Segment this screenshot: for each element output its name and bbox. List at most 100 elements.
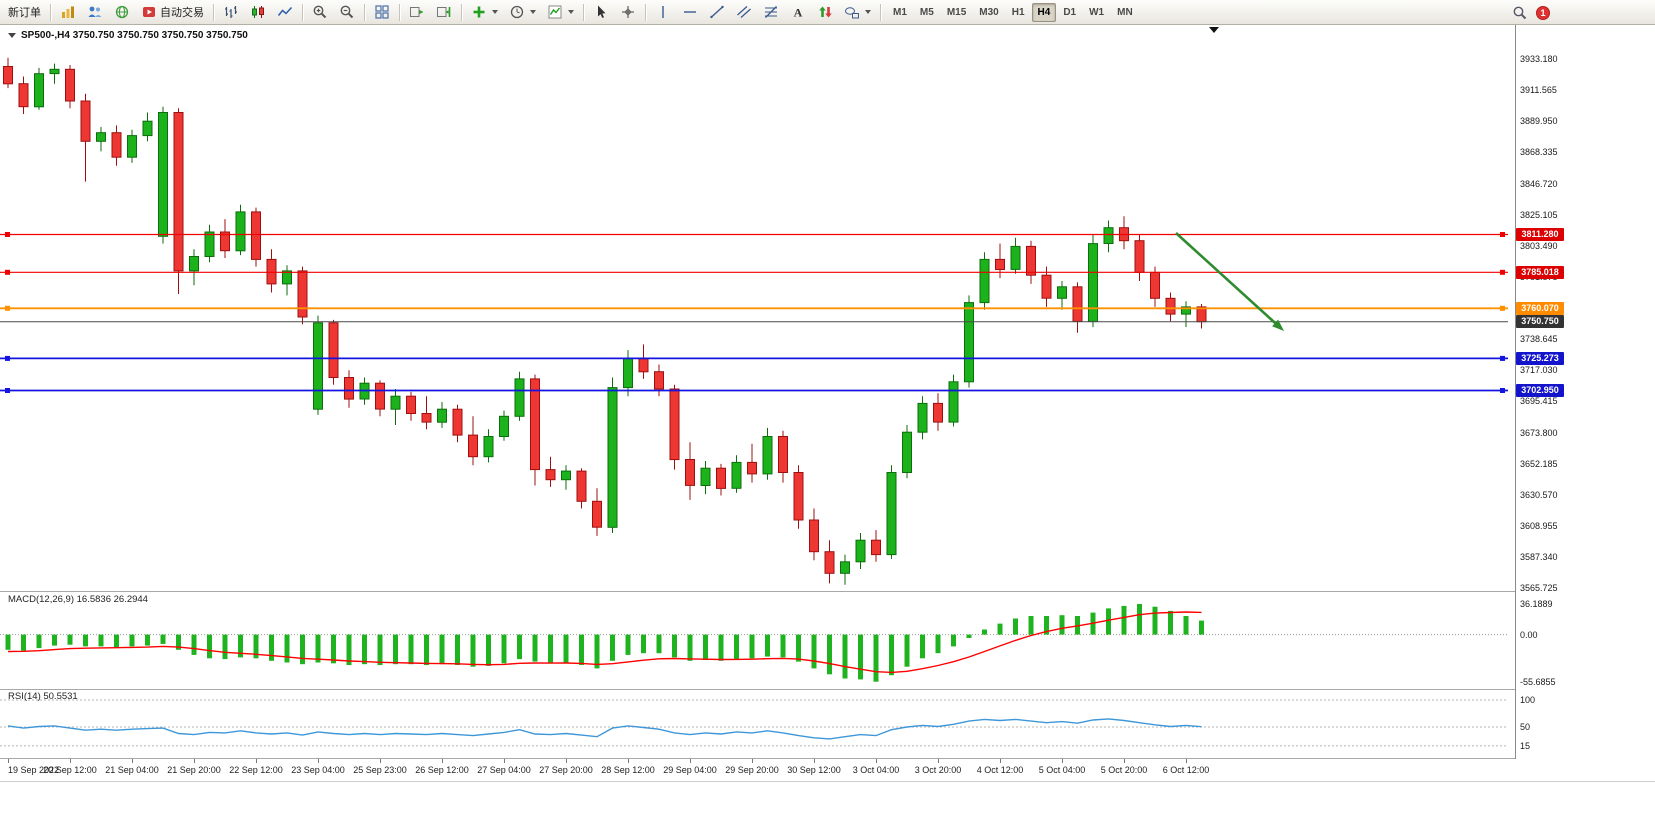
price-axis-label: 3630.570 <box>1520 489 1558 500</box>
time-axis-label: 27 Sep 20:00 <box>539 765 593 775</box>
market-watch-button[interactable] <box>55 2 81 23</box>
periods-button[interactable] <box>504 2 541 23</box>
horizontal-line-button[interactable] <box>677 2 703 23</box>
trend-arrow[interactable] <box>1175 232 1284 331</box>
macd-axis-label: -55.6855 <box>1520 676 1556 687</box>
price-axis[interactable]: 3933.180 3911.565 3889.950 3868.335 3846.720… <box>1516 25 1655 781</box>
hline-price-badge: 3811.280 <box>1516 228 1564 241</box>
rsi-axis-label: 50 <box>1520 722 1531 732</box>
symbol-dropdown-icon[interactable] <box>8 33 16 38</box>
time-tick <box>70 759 71 763</box>
price-axis-label: 3587.340 <box>1520 552 1558 562</box>
line-chart-button[interactable] <box>272 2 298 23</box>
zoom-in-button[interactable] <box>307 2 333 23</box>
rsi-axis-label: 15 <box>1520 740 1531 751</box>
community-button[interactable] <box>82 2 108 23</box>
zoom-out-button[interactable] <box>334 2 360 23</box>
rsi-axis-label: 100 <box>1520 695 1536 705</box>
timeframe-button-D1[interactable]: D1 <box>1063 6 1077 18</box>
toolbar-separator <box>880 3 881 21</box>
channel-button[interactable] <box>731 2 757 23</box>
price-axis-label: 3889.950 <box>1520 116 1558 127</box>
time-axis-label: 5 Oct 04:00 <box>1038 765 1086 775</box>
timeframe-button-M1[interactable]: M1 <box>893 6 907 18</box>
fibonacci-button[interactable] <box>758 2 784 23</box>
time-axis-label: 22 Sep 12:00 <box>229 765 283 775</box>
axis-bottom-border <box>0 781 1655 782</box>
line-chart-icon <box>277 6 293 16</box>
timeframe-button-MN[interactable]: MN <box>1117 6 1133 18</box>
chart-shift-button[interactable] <box>431 2 457 23</box>
toolbar: 新订单 自动交易 <box>0 0 1655 25</box>
price-axis-label: 3565.725 <box>1520 583 1558 594</box>
chart-title: SP500-,H4 3750.750 3750.750 3750.750 375… <box>21 30 248 41</box>
indicators-button[interactable] <box>542 2 579 23</box>
crosshair-button[interactable] <box>615 2 641 23</box>
hline-3760.070[interactable] <box>0 305 1508 311</box>
timeframe-button-M30[interactable]: M30 <box>979 6 999 18</box>
time-tick <box>442 759 443 763</box>
auto-scroll-button[interactable] <box>404 2 430 23</box>
shapes-button[interactable] <box>839 2 876 23</box>
vertical-line-button[interactable] <box>650 2 676 23</box>
toolbar-right: 1 <box>1512 0 1550 25</box>
timeframe-button-W1[interactable]: W1 <box>1089 6 1105 18</box>
macd-pane[interactable] <box>0 592 1516 689</box>
time-axis-label: 4 Oct 12:00 <box>976 765 1024 775</box>
new-chart-button[interactable] <box>466 2 503 23</box>
notification-badge[interactable]: 1 <box>1536 5 1550 20</box>
channel-icon <box>737 6 751 18</box>
pane-separator[interactable] <box>0 591 1655 592</box>
search-icon[interactable] <box>1512 5 1528 21</box>
chevron-down-icon <box>492 10 498 14</box>
time-axis[interactable]: 19 Sep 2022 20 Sep 12:00 21 Sep 04:00 21 Se… <box>0 759 1516 781</box>
pane-separator[interactable] <box>0 758 1655 759</box>
rsi-label: RSI(14) 50.5531 <box>8 691 78 702</box>
time-axis-label: 29 Sep 20:00 <box>725 765 779 775</box>
time-tick <box>690 759 691 763</box>
rsi-pane[interactable] <box>0 690 1516 758</box>
timeframe-button-H4[interactable]: H4 <box>1031 2 1057 22</box>
hline-price-badge: 3785.018 <box>1516 265 1564 279</box>
time-tick <box>504 759 505 763</box>
autotrading-button[interactable]: 自动交易 <box>136 2 209 23</box>
price-axis-label: 3608.955 <box>1520 520 1558 531</box>
hline-3725.273[interactable] <box>0 355 1508 361</box>
toolbar-separator <box>302 3 303 21</box>
timeframe-button-H1[interactable]: H1 <box>1011 6 1025 18</box>
crosshair-icon <box>622 6 634 18</box>
chevron-down-icon <box>568 10 574 14</box>
bar-chart-button[interactable] <box>218 2 244 23</box>
time-tick <box>256 759 257 763</box>
macd-signal-line <box>7 611 1202 674</box>
price-chart-pane[interactable] <box>0 25 1516 591</box>
indicators-icon <box>548 5 562 19</box>
timeframe-button-M5[interactable]: M5 <box>919 6 934 18</box>
time-axis-label: 28 Sep 12:00 <box>601 765 655 775</box>
pane-separator[interactable] <box>0 689 1655 690</box>
cursor-button[interactable] <box>588 2 614 23</box>
tile-windows-button[interactable] <box>369 2 395 23</box>
new-order-button[interactable]: 新订单 <box>3 2 46 23</box>
arrows-button[interactable] <box>812 2 838 23</box>
chevron-down-icon <box>865 10 871 14</box>
hline-3702.950[interactable] <box>0 388 1508 393</box>
current-price-badge: 3750.750 <box>1516 315 1564 329</box>
time-tick <box>814 759 815 763</box>
chart-shift-marker[interactable] <box>1209 27 1219 33</box>
price-axis-label: 3911.565 <box>1520 85 1557 96</box>
macd-axis-label: 0.00 <box>1520 629 1538 640</box>
timeframe-button-M15[interactable]: M15 <box>946 6 967 18</box>
time-tick <box>1186 759 1187 763</box>
trendline-button[interactable] <box>704 2 730 23</box>
vertical-line-icon <box>662 6 664 18</box>
text-button[interactable]: A <box>785 2 811 23</box>
hline-3785.018[interactable] <box>0 269 1508 275</box>
web-button[interactable] <box>109 2 135 23</box>
candles <box>3 57 1207 585</box>
price-axis-border <box>1515 25 1516 781</box>
candlestick-chart-button[interactable] <box>245 2 271 23</box>
time-axis-label: 21 Sep 20:00 <box>167 765 221 775</box>
hline-3811.280[interactable] <box>0 232 1508 237</box>
macd-histogram <box>5 604 1204 682</box>
